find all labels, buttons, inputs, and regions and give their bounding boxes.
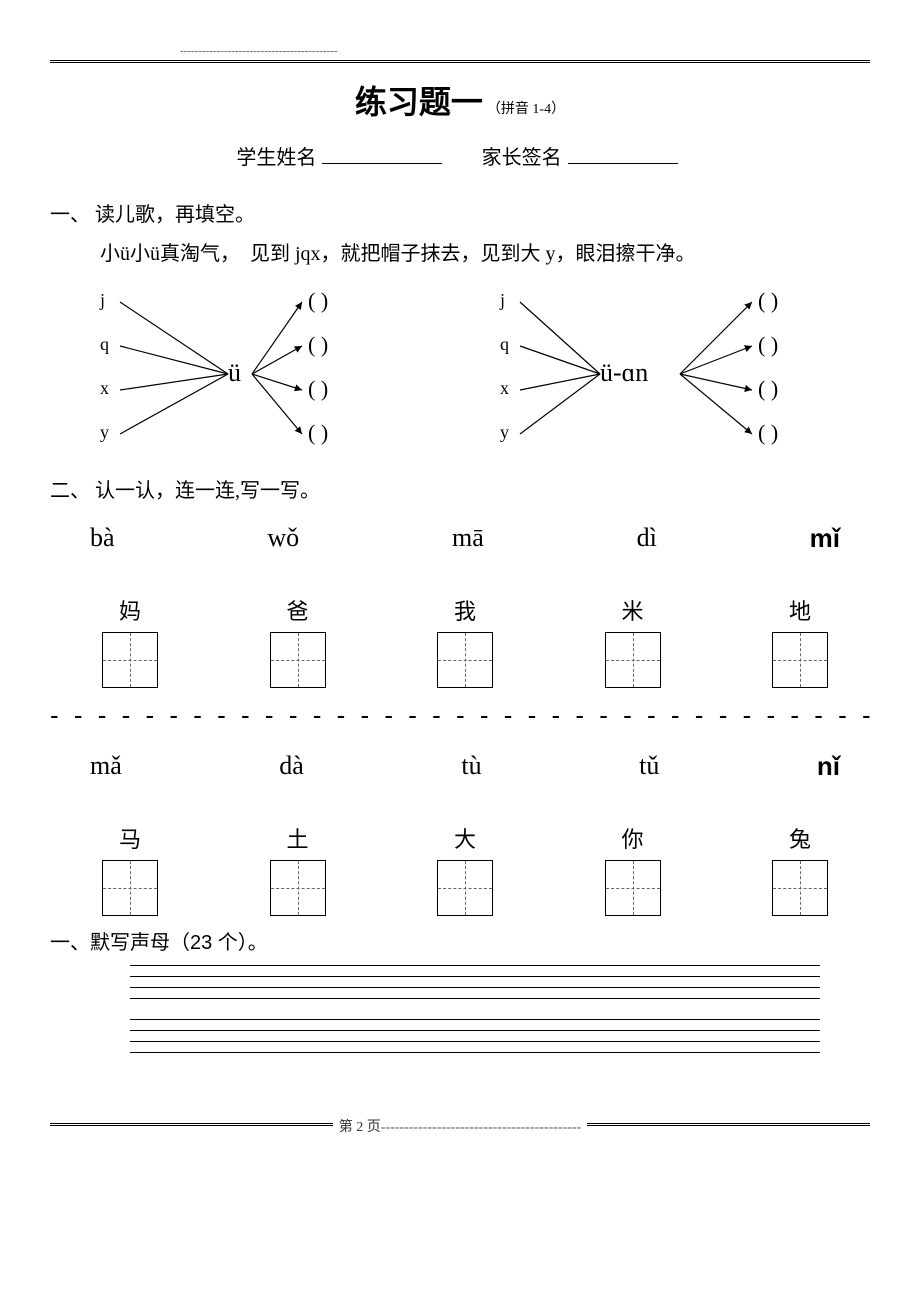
writing-grid-box[interactable] [605,860,661,916]
diagram-input-label: x [500,378,509,399]
diagram-center: ü-ɑn [600,358,648,388]
hanzi-char: 我 [454,594,476,626]
diagram-output-blank[interactable]: ( ) [308,376,328,402]
pinyin-item: mǐ [810,523,840,554]
hanzi-char: 妈 [119,594,141,626]
diagram-center: ü [228,358,241,388]
hanzi-char: 兔 [789,822,811,854]
top-hanzi-row: 妈爸我米地 [50,594,870,688]
hanzi-cell: 爸 [258,594,338,688]
hanzi-cell: 我 [425,594,505,688]
hanzi-cell: 你 [593,822,673,916]
section2-heading: 二、 认一认，连一连,写一写。 [50,474,870,503]
top-pinyin-row: bà wǒ mā dì mǐ [50,523,870,554]
hanzi-cell: 土 [258,822,338,916]
section1-rhyme: 小ü小ü真淘气， 见到 jqx，就把帽子抹去，见到大 y，眼泪擦干净。 [100,237,870,266]
hanzi-char: 大 [454,822,476,854]
parent-sign-blank[interactable] [568,144,678,164]
hanzi-char: 你 [621,822,643,854]
writing-grid-box[interactable] [102,860,158,916]
footer-page-label: 第 2 页 [339,1120,381,1135]
hanzi-char: 爸 [286,594,308,626]
pinyin-item: tǔ [639,751,659,782]
diagram-output-blank[interactable]: ( ) [308,332,328,358]
bottom-hanzi-row: 马土大你兔 [50,822,870,916]
hanzi-char: 米 [621,594,643,626]
hanzi-cell: 妈 [90,594,170,688]
title-row: 练习题一 （拼音 1-4） [50,77,870,123]
diagram-output-blank[interactable]: ( ) [758,376,778,402]
hanzi-cell: 地 [760,594,840,688]
pinyin-item: nǐ [817,751,840,782]
diagram-input-label: q [500,334,509,355]
section3-heading: 一、默写声母（23 个）。 [50,926,870,955]
bottom-pinyin-row: mǎ dà tù tǔ nǐ [50,751,870,782]
writing-grid-box[interactable] [772,632,828,688]
title-main: 练习题一 [355,84,483,120]
student-name-blank[interactable] [322,144,442,164]
diagram-output-blank[interactable]: ( ) [758,332,778,358]
parent-sign-label: 家长签名 [482,147,562,169]
hanzi-cell: 兔 [760,822,840,916]
pinyin-item: mā [452,523,484,554]
pinyin-item: dì [637,523,657,554]
diagram-row: j q x y ü ( ) ( ) ( ) ( ) j q x y ü-ɑn ( ) ( ) ( ) ( ) [90,274,870,454]
footer-dashes: ----------------------------------------… [381,1120,581,1135]
hanzi-cell: 大 [425,822,505,916]
diagram-output-blank[interactable]: ( ) [308,420,328,446]
pinyin-item: dà [279,751,304,782]
writing-grid-box[interactable] [270,860,326,916]
four-line-stave[interactable] [130,965,820,999]
header-dashes: ----------------------------------------… [180,45,870,57]
diagram-input-label: x [100,378,109,399]
footer: 第 2 页-----------------------------------… [50,1123,870,1148]
writing-grid-box[interactable] [605,632,661,688]
writing-lines-area[interactable] [130,965,820,1073]
diagram-output-blank[interactable]: ( ) [758,288,778,314]
writing-grid-box[interactable] [772,860,828,916]
diagram-input-label: j [100,290,105,311]
pinyin-item: tù [461,751,481,782]
writing-grid-box[interactable] [102,632,158,688]
hanzi-char: 马 [119,822,141,854]
diagram-input-label: y [100,422,109,443]
page: ----------------------------------------… [50,60,870,1073]
diagram-right: j q x y ü-ɑn ( ) ( ) ( ) ( ) [490,274,870,454]
diagram-left: j q x y ü ( ) ( ) ( ) ( ) [90,274,470,454]
hanzi-cell: 马 [90,822,170,916]
writing-grid-box[interactable] [437,632,493,688]
diagram-input-label: j [500,290,505,311]
pinyin-item: wǒ [267,523,299,554]
diagram-input-label: y [500,422,509,443]
hanzi-char: 地 [789,594,811,626]
name-row: 学生姓名 家长签名 [50,141,870,170]
student-name-label: 学生姓名 [236,147,316,169]
pinyin-item: bà [90,523,115,554]
section1-heading: 一、 读儿歌，再填空。 [50,198,870,227]
title-subtitle: （拼音 1-4） [487,102,565,117]
diagram-output-blank[interactable]: ( ) [758,420,778,446]
hanzi-cell: 米 [593,594,673,688]
writing-grid-box[interactable] [270,632,326,688]
diagram-output-blank[interactable]: ( ) [308,288,328,314]
writing-grid-box[interactable] [437,860,493,916]
four-line-stave[interactable] [130,1019,820,1053]
hanzi-char: 土 [286,822,308,854]
separator-dashes: - - - - - - - - - - - - - - - - - - - - … [50,700,870,731]
pinyin-item: mǎ [90,751,122,782]
diagram-input-label: q [100,334,109,355]
